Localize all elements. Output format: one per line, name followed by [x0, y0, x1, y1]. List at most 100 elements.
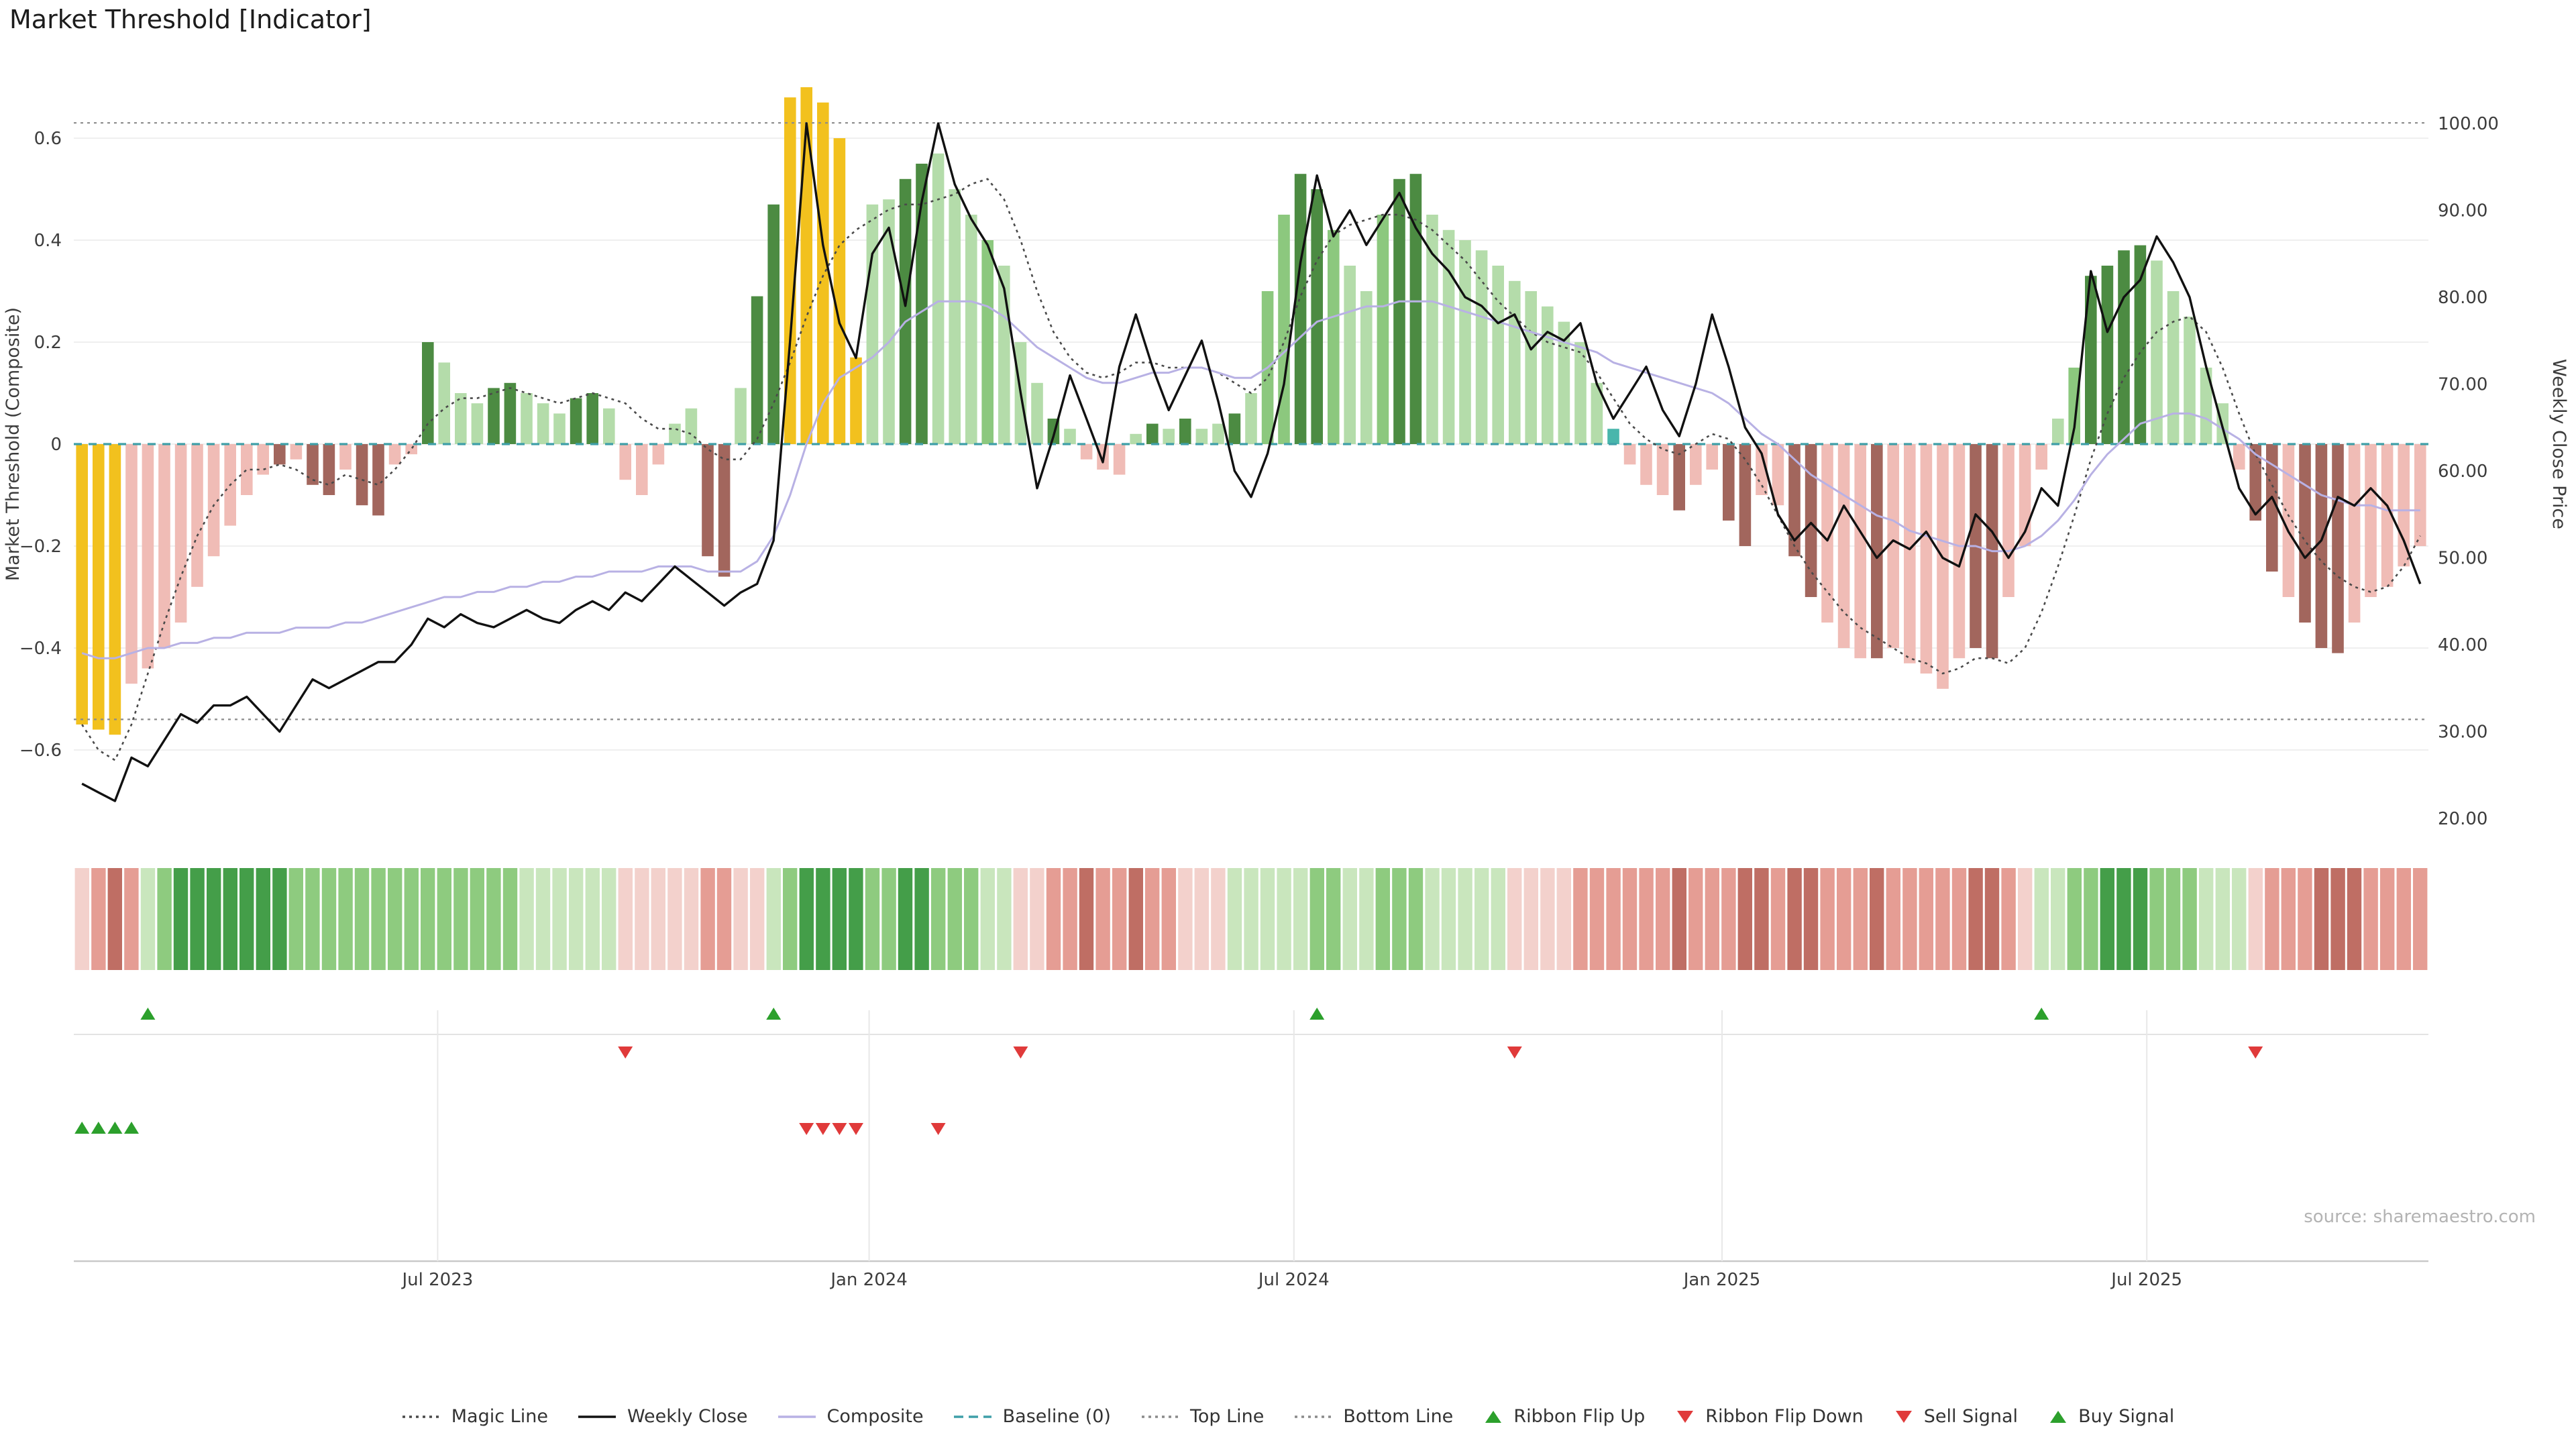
threshold-bar	[735, 388, 747, 444]
left-tick-label: −0.2	[19, 537, 62, 557]
ribbon-cell	[651, 868, 665, 970]
ribbon-cell	[1342, 868, 1357, 970]
ribbon-cell	[2330, 868, 2345, 970]
ribbon-cell	[1178, 868, 1193, 970]
legend-item-baseline-0[interactable]: Baseline (0)	[953, 1406, 1111, 1428]
ribbon-cell	[783, 868, 798, 970]
threshold-bar	[636, 444, 648, 495]
legend-item-weekly-close[interactable]: Weekly Close	[578, 1406, 748, 1428]
ribbon-cell	[157, 868, 172, 970]
legend-item-ribbon-flip-up[interactable]: Ribbon Flip Up	[1483, 1406, 1645, 1428]
threshold-bar	[1146, 423, 1159, 444]
ribbon-cell	[1491, 868, 1505, 970]
threshold-bar	[1854, 444, 1866, 659]
line-sample-icon	[954, 1415, 992, 1418]
threshold-bar	[274, 444, 286, 465]
ribbon-cell	[1194, 868, 1209, 970]
ribbon-cell	[849, 868, 863, 970]
threshold-bar	[1212, 423, 1224, 444]
threshold-bar	[1673, 444, 1685, 511]
ribbon-cell	[1803, 868, 1819, 970]
ribbon-cell	[2314, 868, 2329, 970]
threshold-bar	[1228, 413, 1241, 444]
ribbon-cell	[1392, 868, 1407, 970]
ribbon-cell	[305, 868, 320, 970]
ribbon-cell	[2396, 868, 2411, 970]
ribbon-flip-up-marker	[2034, 1008, 2049, 1020]
threshold-bar	[2101, 266, 2114, 444]
legend-item-magic-line[interactable]: Magic Line	[402, 1406, 548, 1428]
ribbon-cell	[453, 868, 468, 970]
threshold-bar	[883, 199, 895, 444]
threshold-bar	[405, 444, 417, 455]
ribbon-cell	[931, 868, 946, 970]
threshold-bar	[1459, 240, 1471, 444]
threshold-bar	[2233, 444, 2245, 470]
threshold-bar	[1953, 444, 1966, 659]
threshold-bar	[1031, 382, 1043, 444]
threshold-bar	[850, 357, 862, 444]
threshold-bar	[1393, 178, 1405, 444]
ribbon-cell	[552, 868, 567, 970]
ribbon-cell	[881, 868, 896, 970]
x-tick-label: Jul 2025	[2110, 1270, 2182, 1290]
ribbon-cell	[1523, 868, 1538, 970]
ribbon-cell	[1656, 868, 1670, 970]
ribbon-cell	[1441, 868, 1456, 970]
ribbon-cell	[2149, 868, 2164, 970]
legend-item-ribbon-flip-down[interactable]: Ribbon Flip Down	[1674, 1406, 1864, 1428]
ribbon-cell	[404, 868, 419, 970]
ribbon-cell	[207, 868, 221, 970]
ribbon-cell	[421, 868, 435, 970]
threshold-bar	[1871, 444, 1883, 659]
ribbon-cell	[288, 868, 303, 970]
page-title: Market Threshold [Indicator]	[9, 5, 372, 35]
ribbon-cell	[2248, 868, 2263, 970]
legend-item-label: Sell Signal	[1923, 1406, 2019, 1428]
legend-item-composite[interactable]: Composite	[777, 1406, 924, 1428]
ribbon-cell	[1112, 868, 1127, 970]
ribbon-cell	[1820, 868, 1835, 970]
ribbon-cell	[388, 868, 402, 970]
sell-signal-marker	[832, 1123, 847, 1135]
ribbon-cell	[2067, 868, 2082, 970]
ribbon-cell	[1984, 868, 2000, 970]
legend-item-bottom-line[interactable]: Bottom Line	[1293, 1406, 1453, 1428]
threshold-bar	[471, 403, 484, 444]
ribbon-cell	[1063, 868, 1077, 970]
source-note: source: sharemaestro.com	[2304, 1207, 2536, 1227]
threshold-bar	[1294, 174, 1307, 444]
threshold-bar	[718, 444, 731, 577]
threshold-bar	[1756, 444, 1768, 495]
ribbon-cell	[437, 868, 451, 970]
ribbon-cell	[1754, 868, 1769, 970]
left-tick-label: −0.6	[19, 741, 62, 761]
ribbon-cell	[173, 868, 189, 970]
legend-item-buy-signal[interactable]: Buy Signal	[2047, 1406, 2174, 1428]
ribbon-cell	[2347, 868, 2362, 970]
ribbon-cell	[947, 868, 962, 970]
ribbon-cell	[799, 868, 814, 970]
sell-signal-marker	[930, 1123, 946, 1135]
x-tick-label: Jan 2024	[829, 1270, 908, 1290]
ribbon-cell	[1079, 868, 1094, 970]
right-tick-label: 90.00	[2438, 201, 2487, 221]
threshold-bar	[2019, 444, 2031, 546]
threshold-bar	[76, 444, 88, 724]
ribbon-cell	[667, 868, 682, 970]
threshold-bar	[356, 444, 368, 506]
threshold-bar	[1739, 444, 1752, 546]
ribbon-flip-down-marker	[618, 1046, 633, 1059]
legend-item-top-line[interactable]: Top Line	[1140, 1406, 1264, 1428]
threshold-bar	[916, 164, 928, 444]
right-tick-label: 20.00	[2438, 809, 2487, 829]
ribbon-cell	[700, 868, 715, 970]
threshold-bar	[125, 444, 138, 684]
threshold-bar	[899, 178, 912, 444]
threshold-bar	[1377, 215, 1389, 444]
chart-legend: Magic Line Weekly Close Composite Baseline …	[0, 1406, 2576, 1428]
threshold-bar	[1163, 429, 1175, 444]
legend-item-sell-signal[interactable]: Sell Signal	[1893, 1406, 2018, 1428]
ribbon-cell	[1705, 868, 1719, 970]
